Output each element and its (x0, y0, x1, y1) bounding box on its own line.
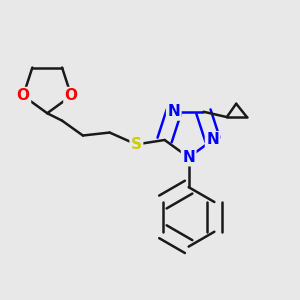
Text: O: O (17, 88, 30, 103)
Text: O: O (65, 88, 78, 103)
Text: N: N (182, 150, 195, 165)
Text: N: N (167, 104, 180, 119)
Text: S: S (131, 137, 142, 152)
Text: N: N (206, 133, 219, 148)
